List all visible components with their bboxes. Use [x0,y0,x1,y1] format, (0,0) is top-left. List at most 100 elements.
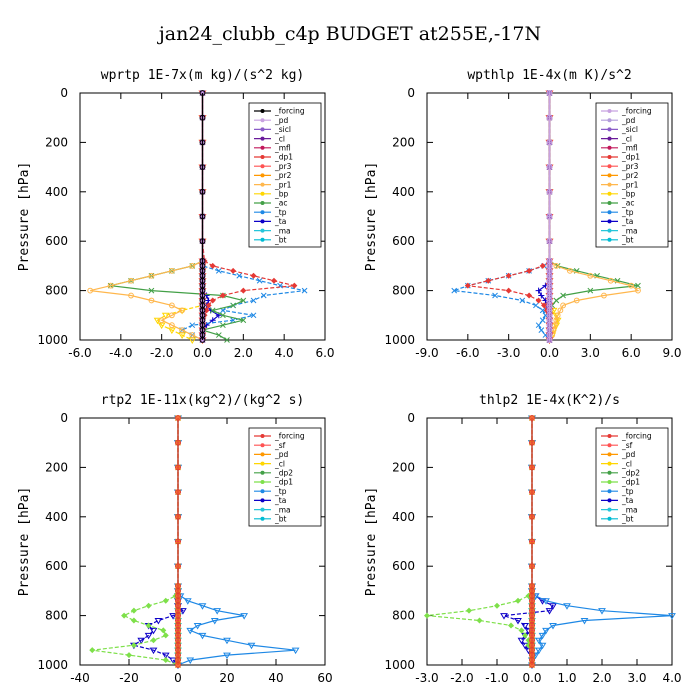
panel-2: wpthlp 1E-4x(m K)/s^2 Pressure [hPa] -9.0 -… [364,68,682,360]
legend-marker [260,434,265,438]
data-point-ac [209,307,216,314]
y-tick-label: 0 [60,86,68,100]
x-tick-label: -20 [119,671,139,685]
legend-marker [260,219,265,224]
data-point-forcing [529,662,535,668]
series-line-ac [110,93,246,341]
y-tick-label: 600 [392,234,415,248]
data-point-tp [492,292,498,299]
data-point-forcing [175,415,181,421]
data-point-ta [161,652,170,660]
data-point-tp [535,647,543,655]
data-point-forcing [199,238,206,245]
panel-1: wprtp 1E-7x(m kg)/(s^2 kg) Pressure [hPa]… [17,68,335,360]
series-line-dp1 [92,418,179,666]
data-point-dp1 [130,642,137,649]
legend-label: _sf [621,441,633,450]
data-point-tp [186,627,195,635]
legend-marker [607,516,612,521]
data-point-pr1 [168,302,175,309]
legend-marker [260,109,265,113]
data-point-dp1 [250,272,257,279]
data-point-dp1 [291,282,298,289]
data-point-forcing [529,538,535,545]
y-tick-label: 1000 [384,333,415,347]
data-point-forcing [546,337,553,343]
data-point-pr1 [168,267,175,274]
legend-label: _ma [621,226,638,235]
data-point-forcing [199,337,206,343]
data-point-bp [188,337,197,344]
data-point-forcing [546,139,553,146]
legend-label: _forcing [621,107,652,116]
x-tick-label: 40 [268,671,283,685]
data-point-ta [535,287,542,294]
legend-marker [260,470,265,475]
data-point-dp1 [515,597,521,604]
legend-marker [607,470,612,475]
data-point-dp1 [145,602,152,609]
data-point-pr1 [189,332,196,338]
data-point-ta [514,618,522,625]
data-point-tp [533,302,539,309]
legend-label: _sicl [621,125,638,134]
legend-label: _cl [621,134,632,143]
data-point-dp1 [466,607,472,614]
legend-marker [607,452,612,457]
data-point-ta [169,613,177,620]
data-point-ac [560,292,566,299]
legend-label: _pr3 [274,162,292,171]
data-point-dp1 [150,637,157,644]
figure-title: jan24_clubb_c4p BUDGET at255E,-17N [157,23,541,45]
data-point-ac [553,297,560,304]
y-axis-label: Pressure [hPa] [17,162,32,272]
legend-label: _tp [274,487,287,496]
y-tick-label: 0 [60,411,68,425]
data-point-tp [539,307,546,314]
y-tick-label: 400 [392,510,415,524]
legend-label: _ac [621,199,634,208]
x-tick-label: 0.0 [540,346,559,360]
data-point-ta [179,608,187,615]
data-point-ta [144,632,153,640]
y-tick-label: 800 [45,609,68,623]
data-point-tp [215,267,222,274]
data-point-tp [668,613,676,620]
legend-marker [607,145,612,150]
data-point-tp [250,312,257,319]
data-point-tp [198,603,207,610]
data-point-dp1 [522,632,528,639]
y-tick-label: 1000 [37,658,68,672]
legend-marker [260,173,265,178]
data-point-ac [224,337,230,343]
data-point-pr1 [128,277,134,284]
x-tick-label: -2.0 [450,671,473,685]
data-point-pr1 [128,292,134,299]
legend-label: _mfl [274,144,291,153]
data-point-tp [183,598,192,605]
data-point-pr1 [567,267,573,274]
x-tick-label: -2.0 [150,346,173,360]
y-tick-label: 800 [392,284,415,298]
series-line-bp [548,93,559,341]
legend-label: _ma [621,505,638,514]
legend-marker [607,201,612,205]
legend-label: _pr1 [621,180,639,189]
data-point-pr1 [628,282,635,289]
y-tick-label: 800 [392,609,415,623]
data-point-pr1 [635,287,641,294]
y-tick-label: 200 [392,460,415,474]
data-point-forcing [529,464,535,471]
y-tick-label: 400 [45,510,68,524]
data-point-ac [230,302,236,309]
data-point-tp [210,618,219,625]
x-tick-label: 3.0 [627,671,646,685]
x-tick-label: 6.0 [622,346,641,360]
x-tick-label: -9.0 [415,346,438,360]
data-point-tp [538,632,547,640]
data-point-dp1 [205,302,212,309]
data-point-tp [236,272,243,279]
legend-marker [260,480,265,484]
x-tick-label: 60 [317,671,332,685]
series-line-dp1 [426,418,533,665]
